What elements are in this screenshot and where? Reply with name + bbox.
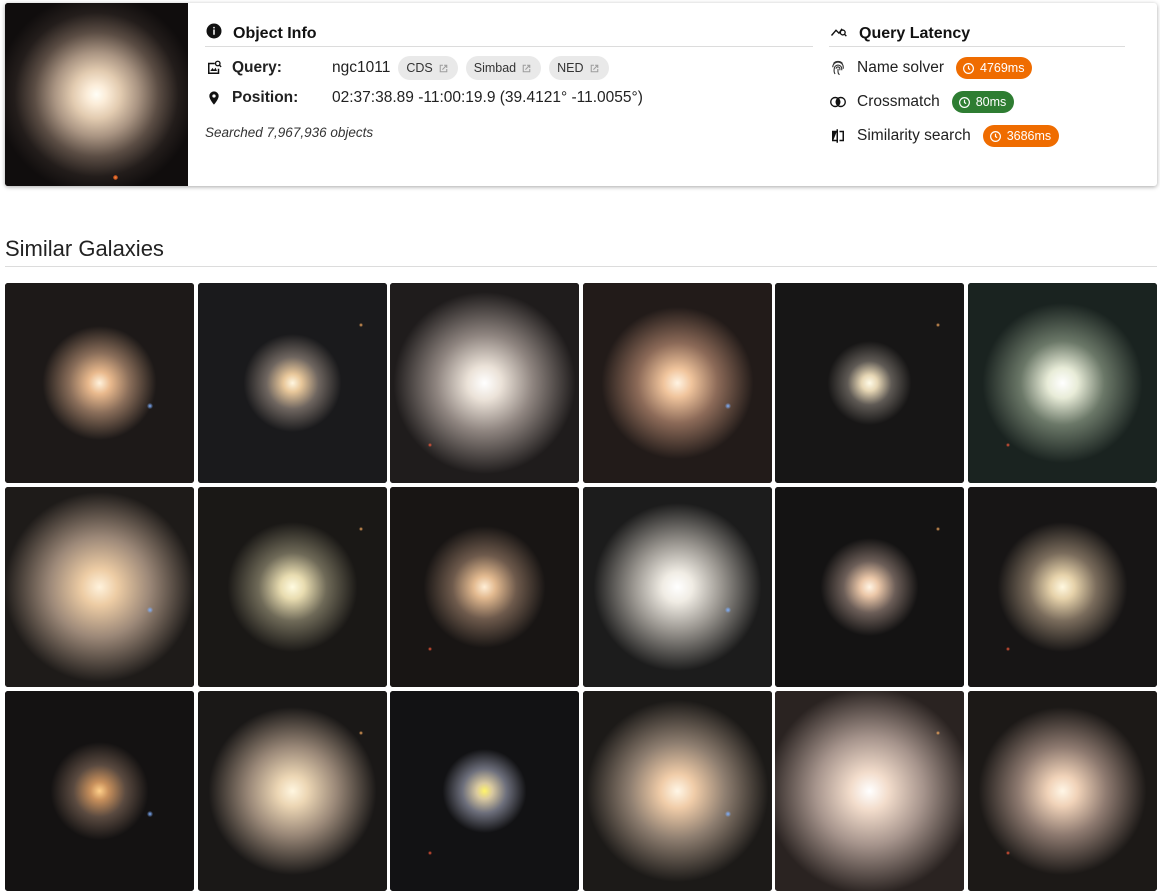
similar-galaxy-tile[interactable] <box>968 487 1157 687</box>
similar-galaxies-title: Similar Galaxies <box>5 236 1157 267</box>
latency-row-crossmatch: Crossmatch 80ms <box>829 85 1125 119</box>
similar-galaxy-tile[interactable] <box>582 283 772 483</box>
similar-galaxy-tile[interactable] <box>775 487 965 687</box>
query-latency-header: Query Latency <box>829 21 1125 47</box>
crossmatch-value: 80ms <box>975 95 1007 109</box>
name-solver-badge: 4769ms <box>956 57 1033 79</box>
query-label: Query: <box>232 59 282 76</box>
fingerprint-icon <box>829 59 847 77</box>
similarity-label: Similarity search <box>857 127 971 144</box>
position-row: Position: 02:37:38.89 -11:00:19.9 (39.41… <box>205 83 813 113</box>
crossmatch-icon <box>829 94 847 110</box>
object-info-header: Object Info <box>205 21 813 47</box>
ned-link[interactable]: NED <box>549 56 609 80</box>
name-solver-label: Name solver <box>857 59 944 76</box>
cds-link-label: CDS <box>406 61 433 75</box>
crossmatch-label: Crossmatch <box>857 93 940 110</box>
similar-galaxy-tile[interactable] <box>197 283 387 483</box>
clock-icon <box>958 96 970 108</box>
cds-link[interactable]: CDS <box>398 56 458 80</box>
info-icon <box>205 22 223 45</box>
similar-galaxy-tile[interactable] <box>968 691 1157 891</box>
object-info-title: Object Info <box>233 24 317 42</box>
similar-galaxy-tile[interactable] <box>968 283 1157 483</box>
external-link-icon <box>439 64 448 72</box>
latency-row-similarity: Similarity search 3686ms <box>829 119 1125 153</box>
ned-link-label: NED <box>557 61 584 75</box>
similar-galaxy-tile[interactable] <box>5 487 194 687</box>
position-value[interactable]: 02:37:38.89 -11:00:19.9 (39.4121° -11.00… <box>332 89 643 106</box>
similar-galaxy-tile[interactable] <box>197 487 387 687</box>
simbad-link-label: Simbad <box>473 61 517 75</box>
similarity-badge: 3686ms <box>982 125 1060 147</box>
object-info-card: Object Info Query: ngc1011 CDS Simbad NE… <box>5 3 1157 186</box>
similar-galaxy-tile[interactable] <box>582 691 772 891</box>
query-latency-title: Query Latency <box>859 24 971 42</box>
latency-row-name-solver: Name solver 4769ms <box>829 51 1125 85</box>
similar-galaxy-tile[interactable] <box>5 283 194 483</box>
similar-galaxy-tile[interactable] <box>775 691 965 891</box>
clock-icon <box>989 130 1001 142</box>
image-search-icon <box>205 59 223 77</box>
location-pin-icon <box>205 89 223 107</box>
similar-galaxy-tile[interactable] <box>197 691 387 891</box>
name-solver-value: 4769ms <box>980 61 1025 75</box>
similar-galaxy-tile[interactable] <box>390 487 580 687</box>
position-label: Position: <box>232 89 299 106</box>
similar-galaxy-tile[interactable] <box>582 487 772 687</box>
similar-galaxy-tile[interactable] <box>390 283 580 483</box>
similarity-value: 3686ms <box>1006 129 1052 143</box>
latency-chart-icon <box>829 22 849 45</box>
searched-count: Searched 7,967,936 objects <box>205 125 374 140</box>
clock-icon <box>963 62 974 74</box>
simbad-link[interactable]: Simbad <box>465 56 542 80</box>
external-link-icon <box>590 64 598 72</box>
query-galaxy-image <box>5 3 188 186</box>
query-value: ngc1011 <box>332 59 391 76</box>
similar-galaxy-tile[interactable] <box>390 691 580 891</box>
compare-icon <box>829 127 847 145</box>
query-latency-panel: Query Latency Name solver 4769ms Crossma… <box>829 21 1125 153</box>
similar-galaxy-tile[interactable] <box>775 283 965 483</box>
similar-galaxies-grid <box>5 283 1157 891</box>
crossmatch-badge: 80ms <box>951 91 1015 113</box>
external-link-icon <box>522 64 531 72</box>
object-info-panel: Object Info Query: ngc1011 CDS Simbad NE… <box>205 21 813 140</box>
query-row: Query: ngc1011 CDS Simbad NED <box>205 53 813 83</box>
similar-galaxy-tile[interactable] <box>5 691 194 891</box>
